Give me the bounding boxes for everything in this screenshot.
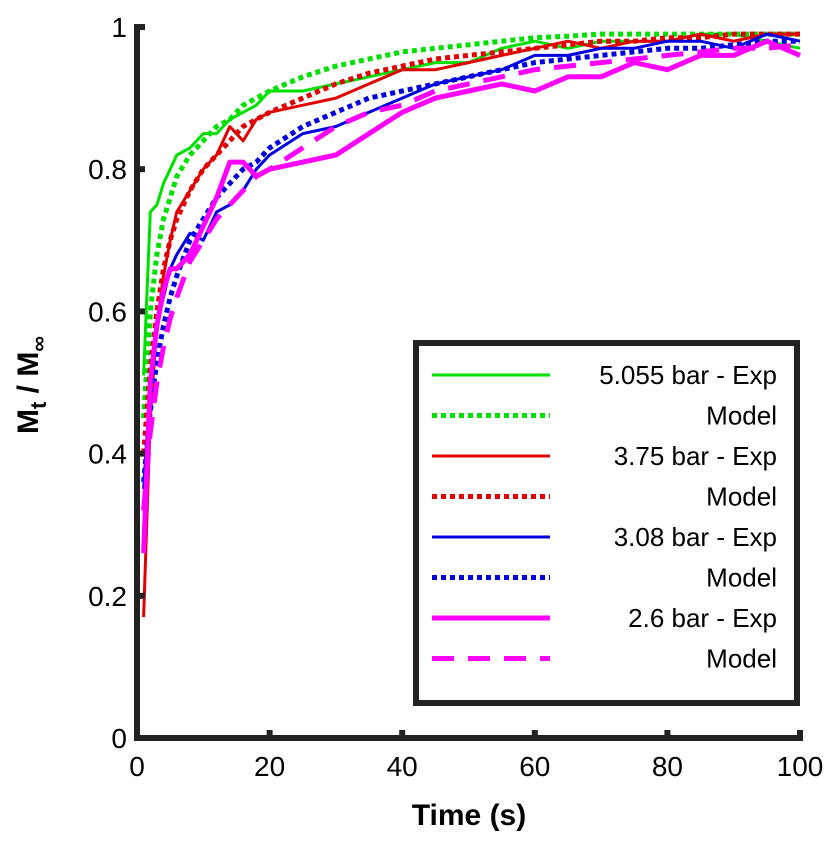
x-tick-label: 0 [129, 751, 145, 782]
series-line [142, 32, 801, 376]
legend-label: Model [706, 401, 777, 431]
x-tick-label: 80 [652, 751, 683, 782]
series-line [141, 42, 801, 511]
series-line [142, 32, 801, 490]
series-line [141, 31, 800, 454]
x-tick-label: 40 [387, 751, 418, 782]
y-tick-label: 0.6 [88, 296, 127, 327]
x-tick-label: 100 [777, 751, 824, 782]
y-tick-label: 0.2 [88, 581, 127, 612]
y-label-sub: t [26, 401, 51, 409]
legend-label: Model [706, 563, 777, 593]
x-tick-label: 20 [254, 751, 285, 782]
legend-label: 5.055 bar - Exp [599, 360, 777, 390]
legend-label: 2.6 bar - Exp [628, 603, 777, 633]
series-line [141, 38, 801, 554]
y-label-sub: ∞ [26, 336, 51, 352]
y-tick-label: 1 [111, 12, 127, 43]
legend-label: 3.75 bar - Exp [614, 441, 777, 471]
x-axis-label: Time (s) [412, 799, 526, 832]
legend-box [413, 340, 800, 706]
legend-label: Model [706, 482, 777, 512]
legend-label: Model [706, 644, 777, 674]
y-tick-label: 0 [111, 723, 127, 754]
y-tick-label: 0.4 [88, 439, 127, 470]
series-line [141, 31, 800, 419]
legend-label: 3.08 bar - Exp [614, 522, 777, 552]
x-tick-label: 60 [519, 751, 550, 782]
series-line [141, 38, 800, 483]
y-axis-label: Mt / M∞ [12, 336, 51, 434]
y-label-part: M [12, 409, 45, 434]
y-tick-label: 0.8 [88, 154, 127, 185]
y-label-part: / M [12, 352, 45, 402]
